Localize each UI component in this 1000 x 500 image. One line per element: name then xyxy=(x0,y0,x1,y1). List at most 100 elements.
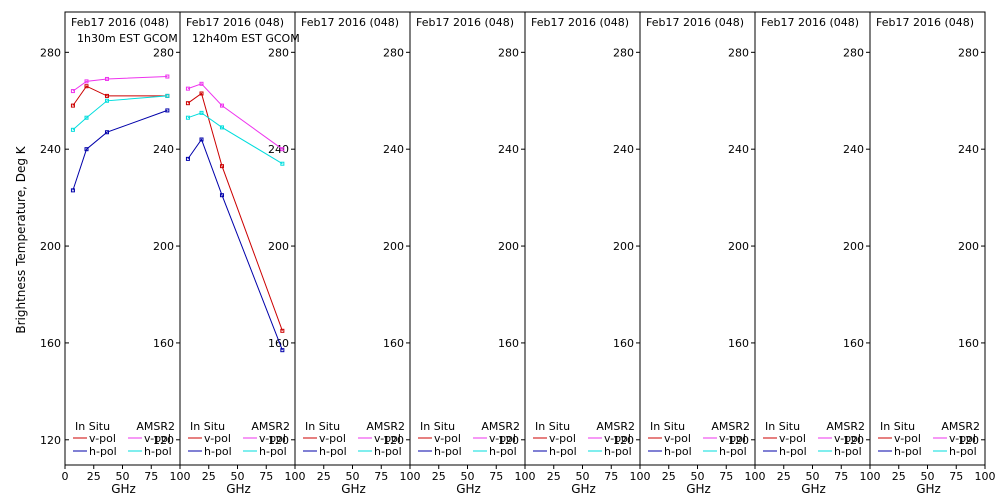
panels-group: Feb17 2016 (048) 1h30m EST GCOM 120 120 160 1… xyxy=(40,11,996,496)
legend-label: v-pol xyxy=(604,432,631,445)
y-tick-label: 240 xyxy=(383,143,404,156)
x-axis-title: GHz xyxy=(226,482,251,496)
x-tick-label: 50 xyxy=(461,470,475,483)
x-axis-title: GHz xyxy=(801,482,826,496)
y-tick-label: 120 xyxy=(498,434,519,447)
x-tick-label: 100 xyxy=(975,470,996,483)
panel-title: Feb17 2016 (048) xyxy=(876,16,974,29)
data-point xyxy=(185,101,190,106)
panel-7: Feb17 2016 (048) 120 160 200 240 280 25 50 75 100… xyxy=(754,11,881,496)
y-tick-label: 120 xyxy=(958,434,979,447)
x-tick-label: 25 xyxy=(202,470,216,483)
y-tick-label: 280 xyxy=(843,46,864,59)
legend-header: AMSR2 xyxy=(826,420,865,433)
data-point xyxy=(70,89,75,94)
panel-frame xyxy=(294,11,411,466)
data-point xyxy=(165,93,170,98)
legend-header: AMSR2 xyxy=(941,420,980,433)
legend-header: In Situ xyxy=(190,420,225,433)
panel-subtitle: 1h30m EST GCOM xyxy=(77,32,178,45)
legend-label: h-pol xyxy=(489,445,517,458)
x-tick-label: 100 xyxy=(515,470,536,483)
legend-label: h-pol xyxy=(144,445,172,458)
legend-header: AMSR2 xyxy=(481,420,520,433)
panel-frame xyxy=(409,11,526,466)
data-point xyxy=(280,348,285,353)
y-tick-label: 160 xyxy=(613,337,634,350)
y-tick-label: 200 xyxy=(498,240,519,253)
y-tick-label: 120 xyxy=(153,434,174,447)
x-tick-label: 75 xyxy=(489,470,503,483)
legend-label: v-pol xyxy=(434,432,461,445)
panel-title: Feb17 2016 (048) xyxy=(531,16,629,29)
x-tick-label: 25 xyxy=(432,470,446,483)
legend-label: h-pol xyxy=(259,445,287,458)
y-tick-label: 160 xyxy=(843,337,864,350)
data-point xyxy=(199,81,204,86)
data-point xyxy=(70,188,75,193)
y-tick-label: 200 xyxy=(153,240,174,253)
panel-title: Feb17 2016 (048) xyxy=(186,16,284,29)
x-tick-label: 75 xyxy=(144,470,158,483)
y-tick-label: 240 xyxy=(958,143,979,156)
panel-frame xyxy=(64,11,181,466)
y-tick-label: 240 xyxy=(613,143,634,156)
legend-label: h-pol xyxy=(894,445,922,458)
panel-1: Feb17 2016 (048) 1h30m EST GCOM 120 120 160 1… xyxy=(40,11,191,496)
y-tick-label: 280 xyxy=(383,46,404,59)
legend-header: AMSR2 xyxy=(136,420,175,433)
panel-frame xyxy=(754,11,871,466)
legend-header: In Situ xyxy=(305,420,340,433)
legend-header: AMSR2 xyxy=(711,420,750,433)
y-tick-label: 160 xyxy=(958,337,979,350)
x-tick-label: 50 xyxy=(576,470,590,483)
panel-5: Feb17 2016 (048) 120 160 200 240 280 25 50 75 100… xyxy=(524,11,651,496)
y-tick-label: 200 xyxy=(728,240,749,253)
x-axis-title: GHz xyxy=(571,482,596,496)
data-point xyxy=(84,84,89,89)
data-point xyxy=(84,115,89,120)
legend-header: In Situ xyxy=(880,420,915,433)
y-tick-label: 240 xyxy=(728,143,749,156)
panel-subtitle: 12h40m EST GCOM xyxy=(192,32,300,45)
x-axis-title: GHz xyxy=(686,482,711,496)
series-line-insitu_h xyxy=(72,109,168,191)
x-tick-label: 25 xyxy=(87,470,101,483)
data-point xyxy=(84,147,89,152)
legend-label: h-pol xyxy=(779,445,807,458)
data-point xyxy=(280,328,285,333)
data-point xyxy=(185,156,190,161)
x-axis-title: GHz xyxy=(341,482,366,496)
legend-header: AMSR2 xyxy=(366,420,405,433)
data-point xyxy=(70,103,75,108)
legend-label: v-pol xyxy=(779,432,806,445)
legend-label: v-pol xyxy=(89,432,116,445)
legend-header: In Situ xyxy=(650,420,685,433)
x-tick-label: 50 xyxy=(116,470,130,483)
y-tick-label: 160 xyxy=(268,337,289,350)
y-tick-label: 160 xyxy=(383,337,404,350)
y-tick-label: 160 xyxy=(498,337,519,350)
x-tick-label: 50 xyxy=(921,470,935,483)
y-tick-label: 120 xyxy=(728,434,749,447)
panel-title: Feb17 2016 (048) xyxy=(646,16,744,29)
x-axis-title: GHz xyxy=(916,482,941,496)
data-point xyxy=(84,79,89,84)
legend-label: v-pol xyxy=(834,432,861,445)
y-tick-label: 240 xyxy=(153,143,174,156)
data-point xyxy=(104,130,109,135)
legend-label: v-pol xyxy=(144,432,171,445)
data-point xyxy=(219,103,224,108)
y-tick-label: 200 xyxy=(40,240,61,253)
series-line-amsr2_v xyxy=(72,76,168,92)
series-line-insitu_v xyxy=(187,92,283,331)
series-line-amsr2_h xyxy=(187,112,283,165)
panel-title: Feb17 2016 (048) xyxy=(71,16,169,29)
legend-label: h-pol xyxy=(664,445,692,458)
